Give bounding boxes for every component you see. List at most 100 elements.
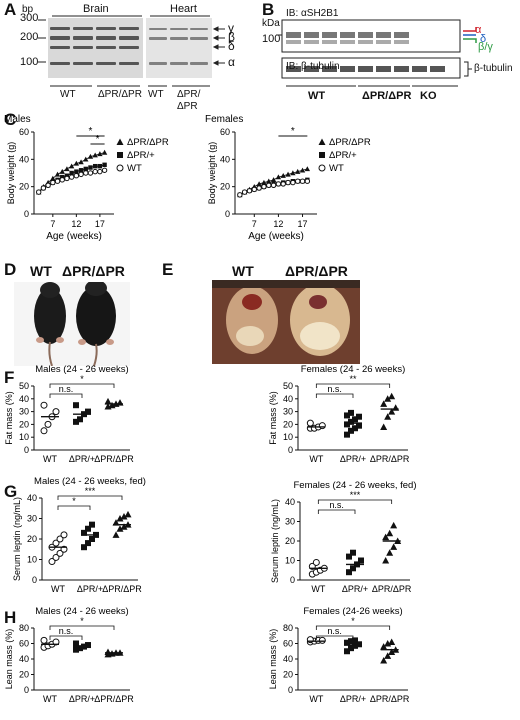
h-males-plot: Males (24 - 26 weeks) 0 20 40 60 80 Lean mass …: [4, 606, 134, 704]
y-axis-label: Serum leptin (ng/mL): [12, 497, 22, 581]
data-point: [280, 181, 286, 187]
sig-label: ***: [350, 490, 361, 500]
plot-title: Females (24 - 26 weeks): [301, 364, 406, 375]
sig-label: n.s.: [59, 384, 74, 394]
panel-a-lane-dpr-heart-1: ΔPR/: [177, 89, 201, 100]
legend-marker: [117, 152, 123, 158]
plot-title: Males (24 - 26 weeks): [35, 364, 128, 375]
legend-label: WT: [127, 163, 142, 174]
panel-b-isoform-alpha: α: [475, 24, 482, 36]
data-point: [85, 642, 91, 649]
data-point: [384, 395, 392, 402]
y-tick-label: 20: [220, 182, 230, 192]
panel-b-blot2-label: IB: β-tubulin: [286, 61, 340, 72]
panel-a-tick-200: 200: [20, 31, 39, 43]
data-point: [56, 535, 64, 543]
category-label: ΔPR/ΔPR: [372, 584, 412, 594]
y-tick-label: 10: [27, 555, 37, 565]
category-label: ΔPR/+: [340, 694, 366, 704]
data-point: [81, 544, 87, 551]
y-tick-label: 40: [285, 497, 295, 507]
data-point: [380, 643, 388, 650]
data-point: [256, 185, 262, 191]
x-tick-label: 7: [50, 219, 55, 229]
data-point: [392, 404, 400, 411]
data-point: [350, 565, 356, 572]
y-tick-label: 40: [27, 493, 37, 503]
panel-a-lane-dpr-heart-2: ΔPR: [177, 101, 198, 112]
data-point: [348, 427, 354, 434]
data-point: [352, 642, 358, 649]
panel-b-group-ko: KO: [420, 90, 437, 102]
data-point: [68, 174, 75, 180]
y-tick-label: 30: [19, 407, 29, 417]
data-point: [352, 416, 358, 423]
sig-bracket: [317, 509, 356, 514]
category-label: WT: [311, 584, 325, 594]
category-label: WT: [309, 454, 323, 464]
data-point: [78, 159, 84, 165]
data-point: [241, 189, 248, 195]
y-tick-label: 40: [19, 154, 29, 164]
x-tick-label: 12: [71, 219, 81, 229]
sig-label: ***: [85, 486, 96, 496]
y-tick-label: 40: [283, 654, 293, 664]
sig-bracket: [57, 505, 91, 510]
data-point: [92, 163, 98, 169]
sig-label: *: [80, 374, 84, 384]
y-tick-label: 0: [288, 445, 293, 455]
panel-label-c: C: [4, 110, 17, 129]
data-point: [344, 421, 350, 428]
panel-a-tissue-brain: Brain: [83, 3, 109, 15]
panel-e-label-wt: WT: [232, 263, 254, 279]
x-tick-label: 17: [95, 219, 105, 229]
x-axis-label: Age (weeks): [46, 231, 102, 242]
panel-a-tissue-heart: Heart: [170, 3, 197, 15]
legend-label: ΔPR/+: [127, 150, 155, 161]
data-point: [64, 175, 70, 182]
data-point: [85, 408, 91, 415]
sig-bracket: [315, 383, 391, 388]
data-point: [290, 179, 296, 186]
category-label: ΔPR/+: [69, 694, 95, 704]
data-point: [87, 170, 94, 176]
data-point: [388, 392, 396, 400]
y-tick-label: 60: [19, 127, 29, 137]
data-point: [356, 413, 362, 420]
data-point: [382, 533, 390, 541]
y-tick-label: 80: [283, 623, 293, 633]
data-point: [73, 160, 80, 166]
legend-marker: [318, 164, 326, 172]
data-point: [73, 402, 79, 409]
data-point: [285, 171, 291, 177]
data-point: [344, 431, 350, 438]
data-point: [92, 152, 98, 158]
data-point: [81, 529, 87, 536]
data-point: [104, 397, 112, 405]
data-point: [50, 175, 56, 181]
data-point: [352, 425, 358, 432]
data-point: [73, 646, 79, 653]
plot-title: Males (24 - 26 weeks): [35, 606, 128, 617]
data-point: [270, 177, 277, 183]
panel-a-lane-wt-brain: WT: [60, 89, 76, 100]
category-label: ΔPR/ΔPR: [102, 584, 142, 594]
data-point: [388, 638, 396, 645]
y-tick-label: 0: [24, 209, 29, 219]
y-tick-label: 10: [19, 432, 29, 442]
category-label: ΔPR/+: [69, 454, 95, 464]
plot-title: Females (24-26 weeks): [303, 606, 402, 617]
panel-b-group-dpr: ΔPR/ΔPR: [362, 90, 412, 102]
panel-b-unit: kDa: [262, 18, 280, 29]
y-tick-label: 0: [290, 575, 295, 585]
data-point: [116, 515, 124, 522]
data-point: [68, 163, 75, 169]
y-tick-label: 20: [19, 182, 29, 192]
sig-label: n.s.: [327, 626, 342, 636]
data-point: [59, 177, 65, 183]
data-point: [73, 173, 80, 179]
y-tick-label: 10: [283, 432, 293, 442]
y-tick-label: 40: [19, 394, 29, 404]
females-body-weight-chart: Females 0 20 40 60 7 12 17 Age (weeks) Body weigh…: [205, 114, 371, 242]
data-point: [45, 182, 51, 189]
